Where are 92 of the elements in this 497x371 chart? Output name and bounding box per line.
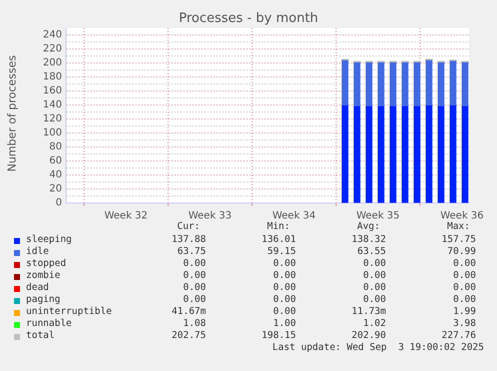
y-tick-label: 120 xyxy=(42,114,62,125)
text: 0.00 xyxy=(363,270,386,281)
text: 0.00 xyxy=(273,306,296,317)
y-tick-label: 180 xyxy=(42,72,62,83)
bar xyxy=(462,106,468,203)
y-tick-label: 160 xyxy=(42,86,62,97)
bar xyxy=(354,106,360,203)
y-tick-label: 40 xyxy=(49,170,62,181)
text: 136.01 xyxy=(262,234,296,245)
bar xyxy=(378,106,384,203)
bar xyxy=(462,62,468,107)
text: 227.76 xyxy=(442,330,476,341)
bar xyxy=(402,62,408,107)
text: Max: xyxy=(447,221,470,232)
legend-label: total xyxy=(26,330,55,341)
x-tick-label: Week 33 xyxy=(188,210,232,222)
text: 1.00 xyxy=(273,318,296,329)
text: Last update: Wed Sep 3 19:00:02 2025 xyxy=(272,342,484,353)
legend-label: stopped xyxy=(26,258,66,269)
y-tick-label: 100 xyxy=(42,128,62,139)
text: 0.00 xyxy=(183,294,206,305)
text: 0.00 xyxy=(363,294,386,305)
bar xyxy=(438,62,444,107)
text: 202.75 xyxy=(172,330,206,341)
x-tick-label: Week 36 xyxy=(440,210,484,222)
x-tick-label: Week 35 xyxy=(356,210,400,222)
text: 0.00 xyxy=(273,270,296,281)
text: 0.00 xyxy=(453,282,476,293)
text: 63.75 xyxy=(177,246,206,257)
bar xyxy=(414,106,420,203)
text: 137.88 xyxy=(172,234,206,245)
text: 0.00 xyxy=(453,294,476,305)
chart-title: Processes - by month xyxy=(178,11,320,26)
bar xyxy=(378,62,384,107)
bar xyxy=(390,106,396,203)
bar xyxy=(366,106,372,203)
legend-label: paging xyxy=(26,294,60,305)
text: 138.32 xyxy=(352,234,386,245)
y-tick-label: 80 xyxy=(49,142,62,153)
legend-label: dead xyxy=(26,282,49,293)
legend-label: runnable xyxy=(26,318,72,329)
y-tick-label: 220 xyxy=(42,44,62,55)
bar xyxy=(438,106,444,203)
text: 41.67m xyxy=(172,306,206,317)
y-tick-label: 140 xyxy=(42,100,62,111)
x-tick-label: Week 32 xyxy=(104,210,148,222)
bar xyxy=(354,62,360,107)
text: 3.98 xyxy=(453,318,476,329)
text: Avg: xyxy=(357,221,380,232)
y-tick-label: 200 xyxy=(42,58,62,69)
text: 0.00 xyxy=(453,258,476,269)
y-tick-label: 20 xyxy=(49,184,62,195)
text: Min: xyxy=(267,221,290,232)
text: 1.02 xyxy=(363,318,386,329)
text: 198.15 xyxy=(262,330,296,341)
y-tick-label: 240 xyxy=(42,30,62,41)
text: 70.99 xyxy=(447,246,476,257)
text: 1.99 xyxy=(453,306,476,317)
text: 0.00 xyxy=(363,282,386,293)
text: Cur: xyxy=(177,221,200,232)
text: 157.75 xyxy=(442,234,476,245)
bar xyxy=(414,62,420,107)
legend-label: idle xyxy=(26,246,49,257)
text: 0.00 xyxy=(183,258,206,269)
bar xyxy=(450,60,456,106)
x-tick-label: Week 34 xyxy=(272,210,316,222)
bar xyxy=(342,105,348,203)
y-tick-label: 0 xyxy=(56,198,62,209)
text: 0.00 xyxy=(183,270,206,281)
text: 0.00 xyxy=(273,258,296,269)
text: 0.00 xyxy=(453,270,476,281)
bar xyxy=(390,62,396,107)
text: 0.00 xyxy=(273,294,296,305)
y-tick-label: 60 xyxy=(49,156,62,167)
text: 0.00 xyxy=(363,258,386,269)
legend-label: sleeping xyxy=(26,234,72,245)
bar xyxy=(450,105,456,203)
text: 1.08 xyxy=(183,318,206,329)
text: 202.90 xyxy=(352,330,386,341)
text: 0.00 xyxy=(273,282,296,293)
text: 59.15 xyxy=(267,246,296,257)
text: 63.55 xyxy=(357,246,386,257)
text: 11.73m xyxy=(352,306,386,317)
bar xyxy=(426,105,432,203)
text: 0.00 xyxy=(183,282,206,293)
legend-label: uninterruptible xyxy=(26,306,112,317)
bar xyxy=(402,106,408,203)
bar xyxy=(366,62,372,107)
bar xyxy=(426,60,432,106)
legend-label: zombie xyxy=(26,270,60,281)
y-axis-title: Number of processes xyxy=(6,54,18,174)
bar xyxy=(342,60,348,106)
